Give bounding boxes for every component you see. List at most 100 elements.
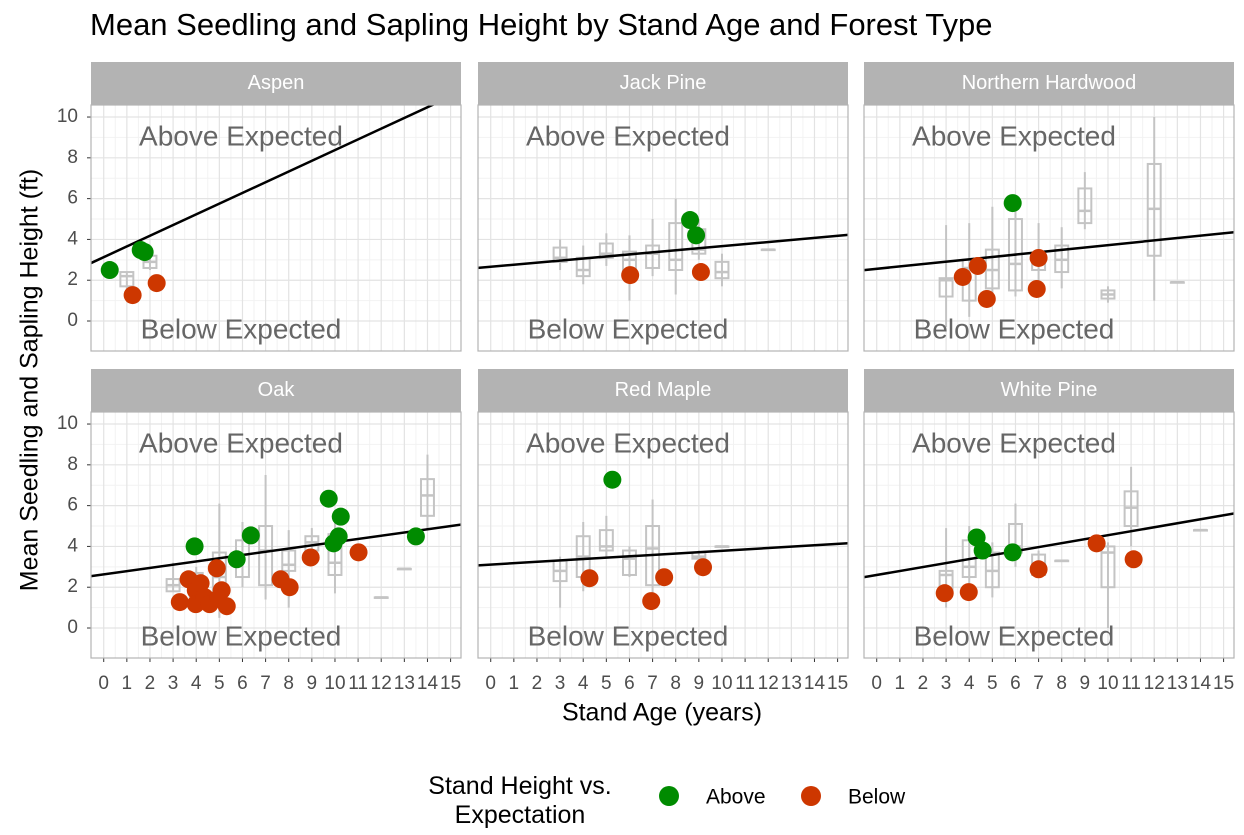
box — [1077, 187, 1093, 225]
x-tick-label: 12 — [1144, 673, 1165, 694]
x-tick-label: 12 — [758, 673, 779, 694]
point — [1027, 279, 1046, 298]
x-tick-label: 11 — [348, 673, 368, 694]
trend-line — [478, 542, 848, 567]
annotation: Above Expected — [139, 120, 343, 151]
x-tick-label: 11 — [735, 673, 755, 694]
box — [668, 222, 684, 272]
x-tick-label: 7 — [647, 673, 658, 694]
y-tick-label: 8 — [67, 147, 78, 168]
panel-background — [91, 412, 461, 658]
y-tick-label: 4 — [67, 228, 78, 249]
legend-label: Above — [706, 786, 766, 809]
trend-line — [864, 512, 1234, 579]
point — [580, 569, 599, 588]
x-tick-label: 5 — [987, 673, 998, 694]
trend-line — [91, 523, 461, 578]
point — [694, 558, 713, 577]
point — [973, 541, 992, 560]
strip — [864, 62, 1234, 105]
point — [1087, 534, 1106, 553]
annotation: Below Expected — [914, 620, 1115, 651]
panel-border — [863, 104, 1235, 352]
box — [419, 478, 435, 517]
box — [645, 244, 661, 269]
legend-label: Below — [848, 786, 906, 809]
x-tick-label: 14 — [804, 673, 826, 694]
chart-title: Mean Seedling and Sapling Height by Stan… — [90, 7, 993, 42]
x-tick-label: 9 — [307, 673, 318, 694]
point — [655, 568, 674, 587]
point — [349, 543, 368, 562]
point — [953, 267, 972, 286]
y-tick-label: 0 — [67, 617, 78, 638]
y-tick-label: 4 — [67, 535, 78, 556]
point — [301, 548, 320, 567]
strip-label: Oak — [258, 379, 296, 401]
strip-label: Red Maple — [615, 379, 712, 401]
annotation: Above Expected — [912, 427, 1116, 458]
annotation: Below Expected — [914, 313, 1115, 344]
legend-title: Stand Height vs. Expectation — [428, 772, 612, 829]
point — [123, 286, 142, 305]
point — [642, 592, 661, 611]
y-tick-label: 2 — [67, 269, 78, 290]
strip — [91, 369, 461, 412]
point — [147, 274, 166, 293]
y-tick-label: 8 — [67, 454, 78, 475]
panel-background — [478, 105, 848, 351]
point — [603, 470, 622, 489]
x-tick-label: 11 — [1121, 673, 1141, 694]
x-tick-label: 7 — [1033, 673, 1044, 694]
point — [691, 263, 710, 282]
x-tick-label: 0 — [871, 673, 882, 694]
point — [100, 261, 119, 280]
point — [207, 559, 226, 578]
annotation: Below Expected — [141, 620, 342, 651]
x-tick-label: 6 — [624, 673, 635, 694]
box — [714, 260, 730, 280]
x-tick-label: 2 — [145, 673, 156, 694]
annotation: Above Expected — [139, 427, 343, 458]
strip — [478, 369, 848, 412]
box — [258, 525, 274, 587]
legend-marker — [659, 786, 679, 806]
point — [621, 266, 640, 285]
panel-background — [864, 412, 1234, 658]
x-tick-label: 6 — [237, 673, 248, 694]
point — [687, 226, 706, 245]
x-tick-label: 3 — [941, 673, 952, 694]
x-tick-label: 0 — [485, 673, 496, 694]
trend-line — [864, 230, 1234, 272]
x-tick-label: 8 — [283, 673, 294, 694]
point — [170, 593, 189, 612]
annotation: Below Expected — [528, 620, 729, 651]
point — [329, 527, 348, 546]
strip-label: Aspen — [248, 72, 305, 94]
point — [319, 489, 338, 508]
point — [681, 211, 700, 230]
x-tick-label: 12 — [371, 673, 392, 694]
x-tick-label: 4 — [578, 673, 589, 694]
y-tick-label: 10 — [57, 106, 78, 127]
point — [406, 527, 425, 546]
point — [191, 574, 210, 593]
point — [241, 526, 260, 545]
strip-label: Northern Hardwood — [962, 72, 1137, 94]
x-tick-label: 6 — [1010, 673, 1021, 694]
panel-border — [477, 104, 849, 352]
x-tick-label: 8 — [1056, 673, 1067, 694]
point — [968, 256, 987, 275]
point — [1003, 543, 1022, 562]
box — [1100, 545, 1116, 589]
x-tick-label: 10 — [1097, 673, 1118, 694]
box — [281, 549, 297, 572]
y-tick-label: 6 — [67, 188, 78, 209]
panel-border — [90, 411, 462, 659]
panel: Northern Hardwood Above Expected Below Exp… — [863, 62, 1235, 352]
x-tick-label: 13 — [394, 673, 415, 694]
panel-background — [864, 105, 1234, 351]
strip-label: White Pine — [1001, 379, 1098, 401]
x-axis-label: Stand Age (years) — [562, 699, 762, 727]
